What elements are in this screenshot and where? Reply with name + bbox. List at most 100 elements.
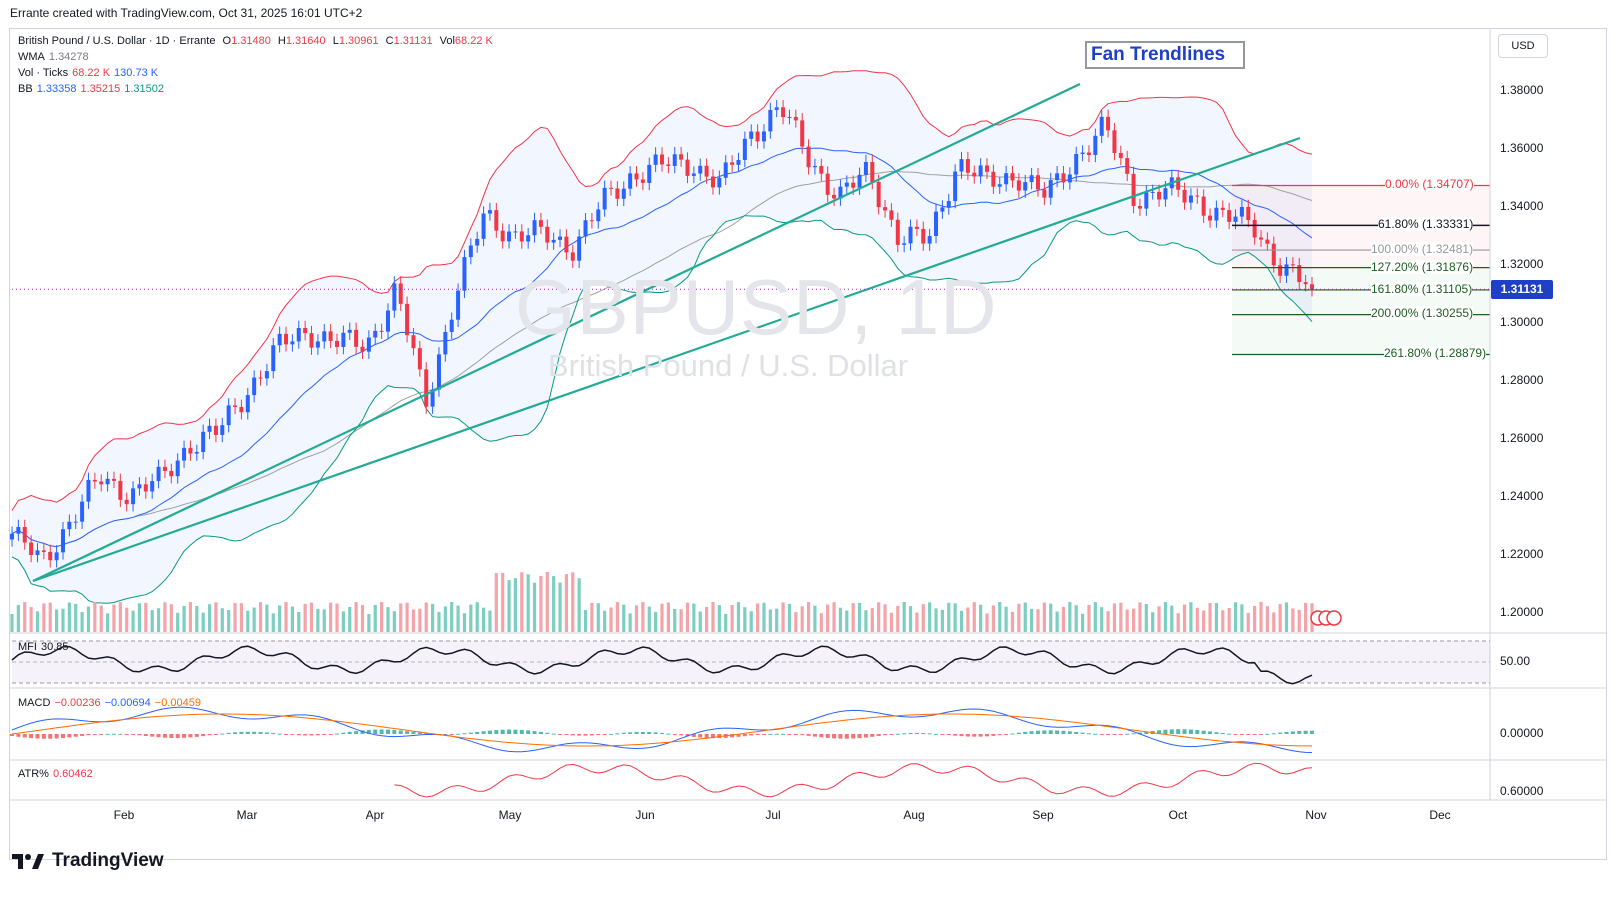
macd-histogram-bar	[583, 734, 588, 736]
volume-bar	[1151, 612, 1155, 632]
macd-histogram-bar	[220, 733, 225, 735]
macd-histogram-bar	[653, 732, 658, 734]
currency-button[interactable]: USD	[1498, 34, 1548, 58]
candle-body	[373, 330, 378, 338]
candle-body	[124, 499, 129, 505]
volume-bar	[857, 602, 862, 632]
volume-bar	[603, 610, 607, 632]
bb-value-3: 1.31502	[124, 83, 164, 95]
macd-histogram-bar	[111, 733, 116, 735]
macd-histogram-bar	[628, 732, 633, 734]
candle-body	[60, 529, 65, 553]
wma-value: 1.34278	[48, 51, 89, 63]
legend-bb-row[interactable]: BB 1.33358 1.35215 1.31502	[18, 81, 168, 97]
candle-body	[54, 552, 59, 561]
mfi-axis-tick: 50.00	[1500, 654, 1531, 668]
candle-body	[857, 174, 862, 188]
volume-bar	[86, 606, 91, 632]
macd-histogram-bar	[1023, 731, 1028, 734]
volume-bar	[195, 606, 199, 632]
volume-bar	[10, 614, 14, 632]
candle-body	[220, 425, 225, 435]
tradingview-logo-icon	[12, 854, 44, 869]
volume-bar	[800, 606, 804, 632]
macd-histogram-bar	[1284, 731, 1289, 734]
atr-legend[interactable]: ATR% 0.60462	[18, 766, 97, 782]
volume-bar	[1131, 608, 1136, 632]
volume-bar	[176, 612, 180, 632]
candle-body	[67, 521, 72, 530]
candle-body	[347, 329, 352, 333]
candle-body	[1144, 192, 1149, 209]
volume-bar	[1176, 613, 1180, 632]
volume-bar	[322, 609, 326, 632]
volume-bar	[99, 605, 103, 632]
macd-histogram-bar	[1220, 732, 1225, 734]
candle-body	[322, 331, 327, 342]
price-tick: 1.22000	[1500, 547, 1544, 561]
volume-bar	[201, 612, 205, 632]
volume-bar	[1214, 602, 1219, 632]
macd-histogram-bar	[194, 734, 199, 737]
volume-bar	[513, 578, 518, 632]
macd-histogram-bar	[1074, 731, 1079, 734]
macd-histogram-bar	[953, 734, 958, 736]
candle-body	[1214, 207, 1219, 221]
macd-histogram-bar	[1093, 733, 1098, 735]
legend-wma-row[interactable]: WMA 1.34278	[18, 49, 93, 65]
candle-body	[1227, 210, 1232, 222]
time-tick: Aug	[903, 808, 925, 822]
legend-symbol-row[interactable]: British Pound / U.S. Dollar · 1D · Erran…	[18, 33, 497, 49]
macd-histogram-bar	[889, 734, 894, 735]
volume-bar	[182, 605, 186, 632]
macd-histogram-bar	[615, 733, 620, 735]
candle-body	[468, 245, 473, 258]
candle-body	[927, 236, 932, 244]
mfi-legend[interactable]: MFI 30.85	[18, 639, 72, 655]
bb-value-2: 1.35215	[80, 83, 121, 95]
volume-bar	[545, 572, 549, 632]
volume-bar	[239, 603, 244, 632]
candle-body	[462, 257, 467, 291]
candle-body	[494, 210, 499, 231]
candle-body	[137, 484, 142, 489]
volume-bar	[1093, 602, 1097, 632]
bb-band-fill	[12, 70, 1312, 604]
macd-histogram-bar	[538, 731, 543, 734]
volume-bar	[1208, 603, 1212, 632]
candle-body	[487, 210, 492, 214]
legend-volume-row[interactable]: Vol · Ticks 68.22 K 130.73 K	[18, 65, 162, 81]
macd-histogram-bar	[832, 734, 837, 739]
macd-histogram-bar	[749, 734, 754, 736]
macd-histogram-bar	[1080, 732, 1085, 734]
macd-label: MACD	[18, 697, 51, 709]
candle-body	[583, 220, 588, 237]
volume-bar	[1272, 612, 1276, 632]
candle-body	[245, 395, 250, 413]
candle-body	[526, 235, 531, 242]
volume-bar	[883, 604, 887, 632]
candle-body	[685, 159, 690, 176]
macd-histogram-bar	[462, 733, 467, 735]
macd-legend[interactable]: MACD −0.00236 −0.00694 −0.00459	[18, 695, 205, 711]
macd-histogram-bar	[647, 732, 652, 734]
macd-histogram-bar	[468, 732, 473, 734]
candle-body	[1125, 158, 1130, 174]
candle-body	[303, 328, 308, 334]
volume-bar	[826, 604, 830, 632]
tradingview-logo[interactable]: TradingView	[12, 850, 164, 872]
candle-body	[640, 179, 645, 183]
candle-body	[934, 211, 939, 237]
annotation-fan-trendlines[interactable]: Fan Trendlines	[1085, 41, 1245, 69]
macd-histogram-bar	[424, 733, 429, 735]
volume-bar	[329, 602, 333, 632]
candle-body	[825, 173, 830, 195]
candle-body	[730, 162, 735, 165]
macd-histogram-bar	[1208, 731, 1213, 734]
volume-bar	[520, 572, 524, 632]
candle-body	[1055, 173, 1060, 181]
price-tick: 1.20000	[1500, 605, 1544, 619]
candle-body	[647, 164, 652, 183]
candle-body	[793, 116, 798, 121]
